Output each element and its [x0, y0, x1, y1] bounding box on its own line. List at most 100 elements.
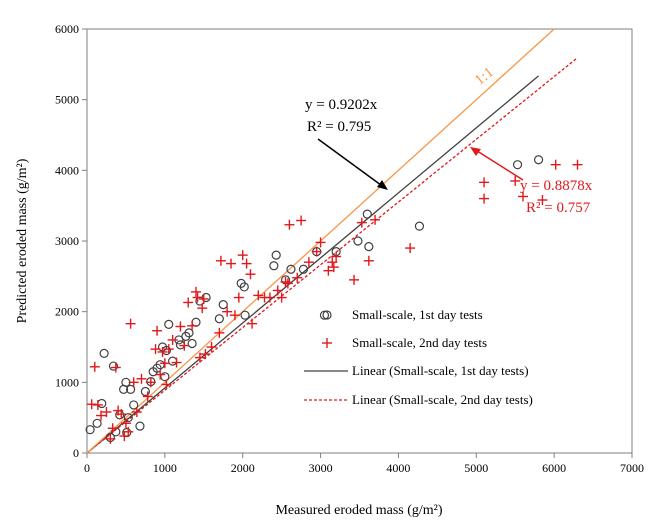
data-point-2nd-day [405, 243, 416, 254]
data-point-2nd-day [363, 255, 374, 266]
data-point-2nd-day [229, 310, 240, 321]
data-point-2nd-day [142, 391, 153, 402]
x-axis-title: Measured eroded mass (g/m²) [275, 503, 442, 518]
data-point-2nd-day [214, 327, 225, 338]
data-point-2nd-day [92, 399, 103, 410]
y-axis-title: Predicted eroded mass (g/m²) [15, 158, 30, 323]
data-point-1st-day [214, 314, 224, 324]
data-point-2nd-day [328, 262, 339, 273]
data-point-2nd-day [572, 159, 583, 170]
data-point-1st-day [353, 236, 363, 246]
data-point-2nd-day [183, 297, 194, 308]
data-point-2nd-day [107, 423, 118, 434]
data-point-2nd-day [86, 399, 97, 410]
y-tick-label: 5000 [55, 93, 79, 107]
plot-area [86, 28, 633, 454]
data-point-2nd-day [187, 320, 198, 331]
data-points [85, 155, 583, 444]
x-tick-label: 3000 [309, 461, 333, 475]
trend-line-linear-small-scale-1st-day-tests [86, 75, 539, 454]
data-point-2nd-day [296, 215, 307, 226]
data-point-2nd-day [152, 325, 163, 336]
data-point-2nd-day [120, 418, 131, 429]
data-point-2nd-day [264, 292, 275, 303]
data-point-1st-day [269, 261, 279, 271]
data-point-1st-day [99, 348, 109, 358]
data-point-2nd-day [110, 362, 121, 373]
data-point-1st-day [271, 250, 281, 260]
r-squared-2nd-day: R² = 0.757 [526, 200, 591, 216]
data-point-1st-day [187, 338, 197, 349]
data-point-1st-day [414, 221, 425, 231]
data-point-2nd-day [233, 292, 244, 303]
y-tick-label: 0 [73, 446, 79, 460]
data-point-2nd-day [179, 340, 190, 351]
x-tick-label: 5000 [464, 461, 488, 475]
data-point-1st-day [286, 264, 296, 274]
data-point-2nd-day [327, 257, 338, 268]
data-point-2nd-day [167, 334, 178, 345]
data-point-2nd-day [161, 379, 172, 390]
data-point-2nd-day [157, 346, 168, 357]
data-point-1st-day [140, 386, 150, 397]
data-point-2nd-day [131, 407, 142, 418]
data-point-2nd-day [237, 250, 248, 261]
data-point-1st-day [108, 361, 119, 371]
x-tick-label: 6000 [542, 461, 566, 475]
data-point-2nd-day [331, 251, 342, 262]
data-point-1st-day [533, 155, 544, 165]
data-point-2nd-day [323, 265, 334, 276]
data-point-2nd-day [175, 321, 186, 332]
data-point-2nd-day [292, 272, 303, 283]
data-point-2nd-day [226, 258, 237, 269]
data-point-2nd-day [116, 409, 127, 420]
y-tick-label: 6000 [55, 22, 79, 36]
x-tick-label: 0 [84, 461, 90, 475]
data-point-2nd-day [311, 246, 322, 257]
x-tick-label: 2000 [231, 461, 255, 475]
data-point-2nd-day [222, 306, 233, 317]
data-point-2nd-day [356, 217, 367, 228]
equation-2nd-day-arrowhead [470, 147, 481, 156]
data-point-2nd-day [171, 357, 182, 368]
data-point-2nd-day [537, 195, 548, 206]
data-point-2nd-day [510, 175, 521, 186]
x-tick-label: 4000 [386, 461, 410, 475]
data-point-2nd-day [518, 191, 528, 202]
data-point-2nd-day [96, 410, 107, 421]
data-point-1st-day [129, 400, 139, 410]
legend-label-2nd-day: Small-scale, 2nd day tests [352, 335, 487, 350]
data-point-2nd-day [479, 193, 490, 204]
data-point-2nd-day [315, 237, 326, 248]
data-point-1st-day [298, 264, 309, 274]
data-point-2nd-day [128, 377, 139, 388]
data-point-2nd-day [284, 219, 295, 230]
data-point-2nd-day [192, 292, 203, 303]
data-point-1st-day [512, 160, 523, 170]
data-point-2nd-day [136, 373, 147, 384]
y-tick-label: 2000 [55, 305, 79, 319]
legend-marker-2nd-day [322, 338, 332, 348]
legend-marker-1st-day [322, 310, 332, 320]
data-point-2nd-day [123, 426, 134, 437]
legend-label-linear-2nd-day: Linear (Small-scale, 2nd day tests) [352, 392, 533, 407]
data-point-2nd-day [280, 276, 291, 287]
data-point-2nd-day [282, 278, 293, 289]
data-point-2nd-day [349, 274, 360, 285]
y-tick-label: 4000 [55, 163, 79, 177]
x-tick-label: 1000 [153, 461, 177, 475]
data-point-1st-day [126, 384, 136, 394]
data-point-2nd-day [150, 344, 161, 355]
data-point-2nd-day [163, 344, 174, 355]
data-point-2nd-day [155, 369, 166, 380]
data-point-1st-day [85, 425, 95, 435]
data-point-2nd-day [145, 377, 156, 388]
data-point-2nd-day [101, 407, 112, 418]
data-point-2nd-day [215, 255, 226, 266]
data-point-2nd-day [550, 159, 561, 170]
data-point-1st-day [184, 328, 194, 338]
data-point-1st-day [123, 413, 133, 423]
data-point-2nd-day [191, 286, 201, 297]
x-tick-label: 7000 [620, 461, 644, 475]
